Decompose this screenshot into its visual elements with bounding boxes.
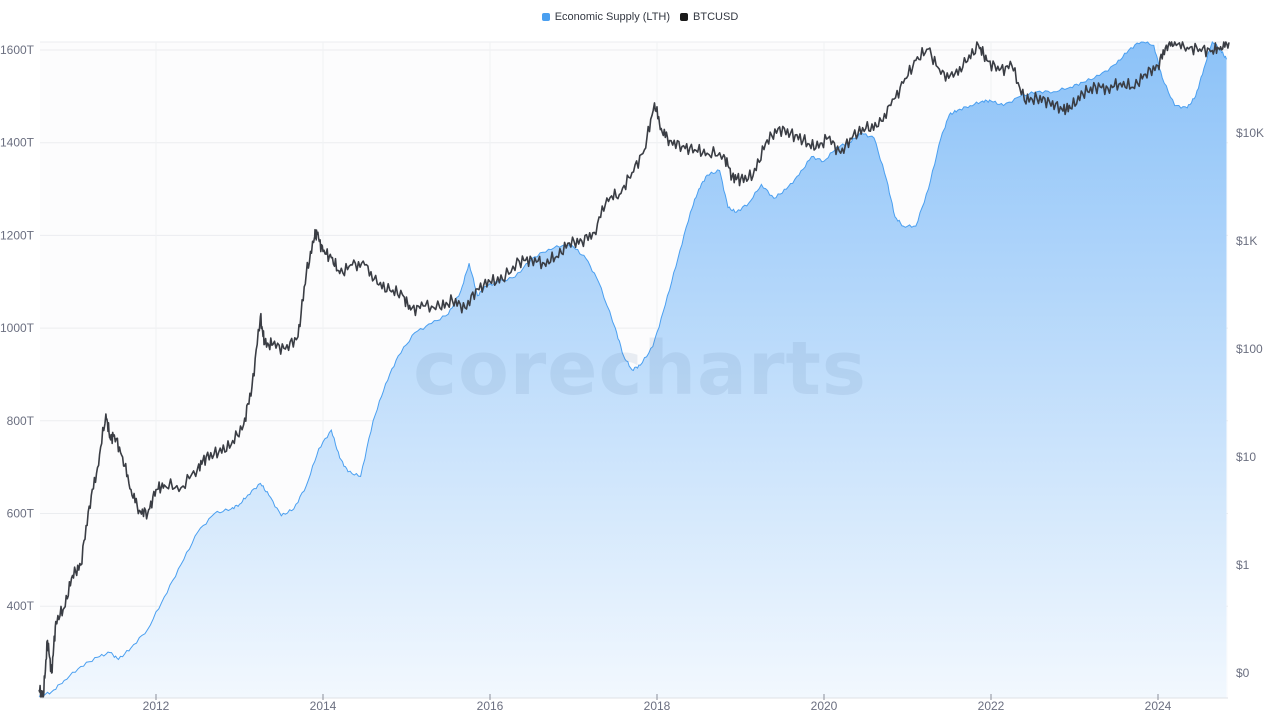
right-tick-label: $100 (1236, 342, 1263, 356)
legend-label-economic-supply: Economic Supply (LTH) (554, 11, 671, 23)
right-tick-label: $10 (1236, 450, 1256, 464)
x-axis: 2012 2014 2016 2018 2020 2022 2024 (40, 694, 1228, 713)
right-tick-label: $0 (1236, 666, 1250, 680)
legend-swatch-economic-supply-icon (541, 13, 550, 21)
left-tick-label: 800T (7, 414, 35, 428)
x-tick-label: 2016 (477, 699, 504, 713)
legend-item-btcusd[interactable]: BTCUSD (680, 11, 738, 23)
x-tick-label: 2020 (811, 699, 838, 713)
x-tick-label: 2022 (978, 699, 1005, 713)
x-tick-label: 2012 (143, 699, 170, 713)
right-tick-label: $1 (1236, 558, 1250, 572)
legend-label-btcusd: BTCUSD (693, 11, 739, 23)
left-tick-label: 1400T (0, 136, 35, 150)
right-tick-label: $1K (1236, 234, 1257, 248)
x-tick-label: 2018 (644, 699, 671, 713)
btcusd-line (38, 41, 1230, 699)
right-tick-label: $10K (1236, 126, 1264, 140)
watermark: corecharts (413, 326, 867, 412)
economic-supply-area (39, 42, 1227, 698)
left-tick-label: 1600T (0, 43, 35, 57)
left-y-axis: 1600T 1400T 1200T 1000T 800T 600T 400T (0, 43, 35, 613)
chart-legend: Economic Supply (LTH) BTCUSD (0, 11, 1280, 23)
x-tick-label: 2014 (310, 699, 337, 713)
left-tick-label: 1000T (0, 321, 35, 335)
right-y-axis: $10K $1K $100 $10 $1 $0 (1236, 126, 1264, 680)
left-tick-label: 1200T (0, 228, 35, 242)
x-tick-label: 2024 (1145, 699, 1172, 713)
economic-supply-line (38, 41, 1227, 697)
legend-item-economic-supply[interactable]: Economic Supply (LTH) (541, 11, 671, 23)
left-tick-label: 400T (7, 599, 35, 613)
left-tick-label: 600T (7, 507, 35, 521)
legend-swatch-btcusd-icon (680, 13, 689, 21)
